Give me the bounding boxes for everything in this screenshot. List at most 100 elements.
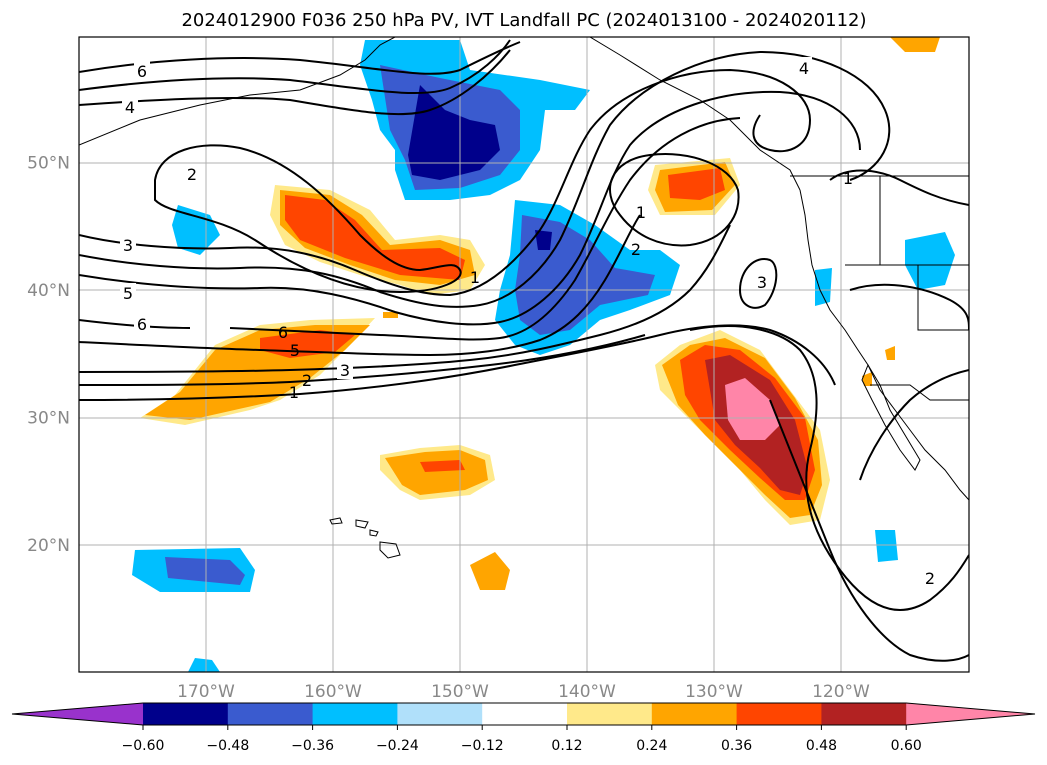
colorbar-segment <box>482 703 568 725</box>
pv-pos-region-midocean-mid <box>385 450 488 495</box>
pv-contour-3-north <box>79 39 511 95</box>
colorbar-segment <box>312 703 398 725</box>
pv-contour-6-north <box>79 41 521 75</box>
colorbar-tick-label: 0.36 <box>721 738 752 754</box>
pv-contour-2-east <box>849 283 969 331</box>
pv-contour-2-se <box>859 369 969 481</box>
colorbar-segment <box>397 703 483 725</box>
pv-neg-region-east-3 <box>875 530 898 562</box>
colorbar-segment <box>227 703 314 725</box>
lon-tick-label: 120°W <box>812 682 870 702</box>
colorbar-tick-label: −0.48 <box>206 738 249 754</box>
contour-label: 6 <box>137 62 147 81</box>
lat-tick-label: 30°N <box>27 409 70 429</box>
pv-contour-2-south <box>769 399 969 662</box>
pv-contour-5-west <box>79 90 861 326</box>
colorbar-segment <box>736 703 822 725</box>
pv-pos-region-landfall-core <box>725 378 780 440</box>
contour-label: 6 <box>278 323 288 342</box>
pv-pos-region-northwest-core <box>285 195 465 280</box>
coastline-alaska <box>79 37 396 146</box>
contour-label: 2 <box>187 165 197 184</box>
lat-tick-label: 20°N <box>27 536 70 556</box>
gridlines <box>79 37 969 672</box>
contour-label: 5 <box>123 284 133 303</box>
contour-label: 1 <box>843 169 853 188</box>
lat-tick-label: 40°N <box>27 281 70 301</box>
contour-label: 2 <box>925 569 935 588</box>
colorbar: −0.60 −0.48 −0.36 −0.24 −0.12 0.12 0.24 0.36 0.4… <box>11 702 1036 754</box>
map-panel: 6 4 2 3 5 6 6 5 3 2 1 1 2 1 3 4 1 2 <box>79 37 969 672</box>
pv-pos-region-midocean-core <box>420 460 465 472</box>
pv-pos-region-north-core <box>668 168 725 200</box>
pv-pos-region-southwest-dot <box>383 312 398 318</box>
latitude-tick-labels: 50°N 40°N 30°N 20°N <box>27 154 70 557</box>
pv-contour-1-mid <box>79 324 836 401</box>
lon-tick-label: 170°W <box>177 682 235 702</box>
pv-contour-1-east <box>829 169 969 206</box>
pv-contour-1-north <box>609 153 740 247</box>
pv-negative-shading <box>132 40 955 672</box>
lon-tick-label: 140°W <box>558 682 616 702</box>
longitude-tick-labels: 170°W 160°W 150°W 140°W 130°W 120°W <box>177 682 870 702</box>
coastline-west-coast <box>799 189 969 501</box>
map-frame <box>78 36 970 673</box>
coastline-hawaii-1 <box>329 517 343 525</box>
pv-contour-6-mid <box>229 117 741 341</box>
contour-label: 4 <box>799 59 809 78</box>
pv-pos-region-northeast-corner <box>890 37 940 52</box>
contour-label: 3 <box>123 236 133 255</box>
contour-label: 2 <box>302 371 312 390</box>
pv-neg-region-west <box>172 205 220 255</box>
pv-contour-2-west-loop <box>154 144 462 294</box>
coastlines <box>79 37 969 559</box>
colorbar-extension-min <box>12 703 143 725</box>
contour-label: 1 <box>470 268 480 287</box>
contour-label: 1 <box>289 383 299 402</box>
coastline-hawaii-3 <box>379 541 401 559</box>
contour-label: 4 <box>125 98 135 117</box>
border-us-states-2 <box>917 265 969 331</box>
colorbar-tick-label: −0.36 <box>291 738 334 754</box>
colorbar-tick-label: 0.24 <box>636 738 667 754</box>
pv-neg-region-east-2 <box>815 268 832 306</box>
pv-neg-region-bottom <box>188 658 220 672</box>
chart-title: 2024012900 F036 250 hPa PV, IVT Landfall… <box>181 10 866 31</box>
contour-label: 6 <box>137 315 147 334</box>
lon-tick-label: 130°W <box>685 682 743 702</box>
colorbar-segment <box>821 703 907 725</box>
pv-contour-3-west <box>79 68 812 297</box>
pv-contour-5-mid <box>79 214 641 357</box>
contour-label: 2 <box>631 240 641 259</box>
pv-contours <box>79 39 969 662</box>
pv-contour-3-small <box>738 258 778 309</box>
pv-neg-region-center-core <box>535 230 552 250</box>
pv-contour-3-mid <box>79 224 731 373</box>
colorbar-tick-label: 0.60 <box>891 738 922 754</box>
coastline-hawaii-2 <box>355 519 369 529</box>
lat-tick-label: 50°N <box>27 154 70 174</box>
pv-neg-region-southwest-core <box>165 557 245 585</box>
colorbar-segment <box>651 703 738 725</box>
pv-contour-labels: 6 4 2 3 5 6 6 5 3 2 1 1 2 1 3 4 1 2 <box>120 57 938 588</box>
pv-contour-4-north <box>79 49 511 116</box>
coastline-hawaii-4 <box>369 529 379 537</box>
lon-tick-label: 150°W <box>431 682 489 702</box>
contour-label: 5 <box>290 341 300 360</box>
pv-contour-4-west <box>79 50 891 308</box>
colorbar-segment <box>143 703 229 725</box>
contour-label: 3 <box>757 273 767 292</box>
pv-positive-shading <box>140 37 940 590</box>
coastline-baja <box>861 363 921 471</box>
coastline-alaska-panhandle <box>589 37 801 191</box>
pv-pos-region-east-small-2 <box>862 372 872 386</box>
colorbar-segment <box>567 703 653 725</box>
colorbar-tick-label: −0.12 <box>461 738 504 754</box>
pv-contour-2-mid <box>79 334 646 386</box>
contour-label: 1 <box>636 203 646 222</box>
lon-tick-label: 160°W <box>304 682 362 702</box>
colorbar-tick-label: 0.12 <box>551 738 582 754</box>
pv-pos-region-hawaii-south <box>470 552 510 590</box>
colorbar-tick-label: −0.60 <box>122 738 165 754</box>
